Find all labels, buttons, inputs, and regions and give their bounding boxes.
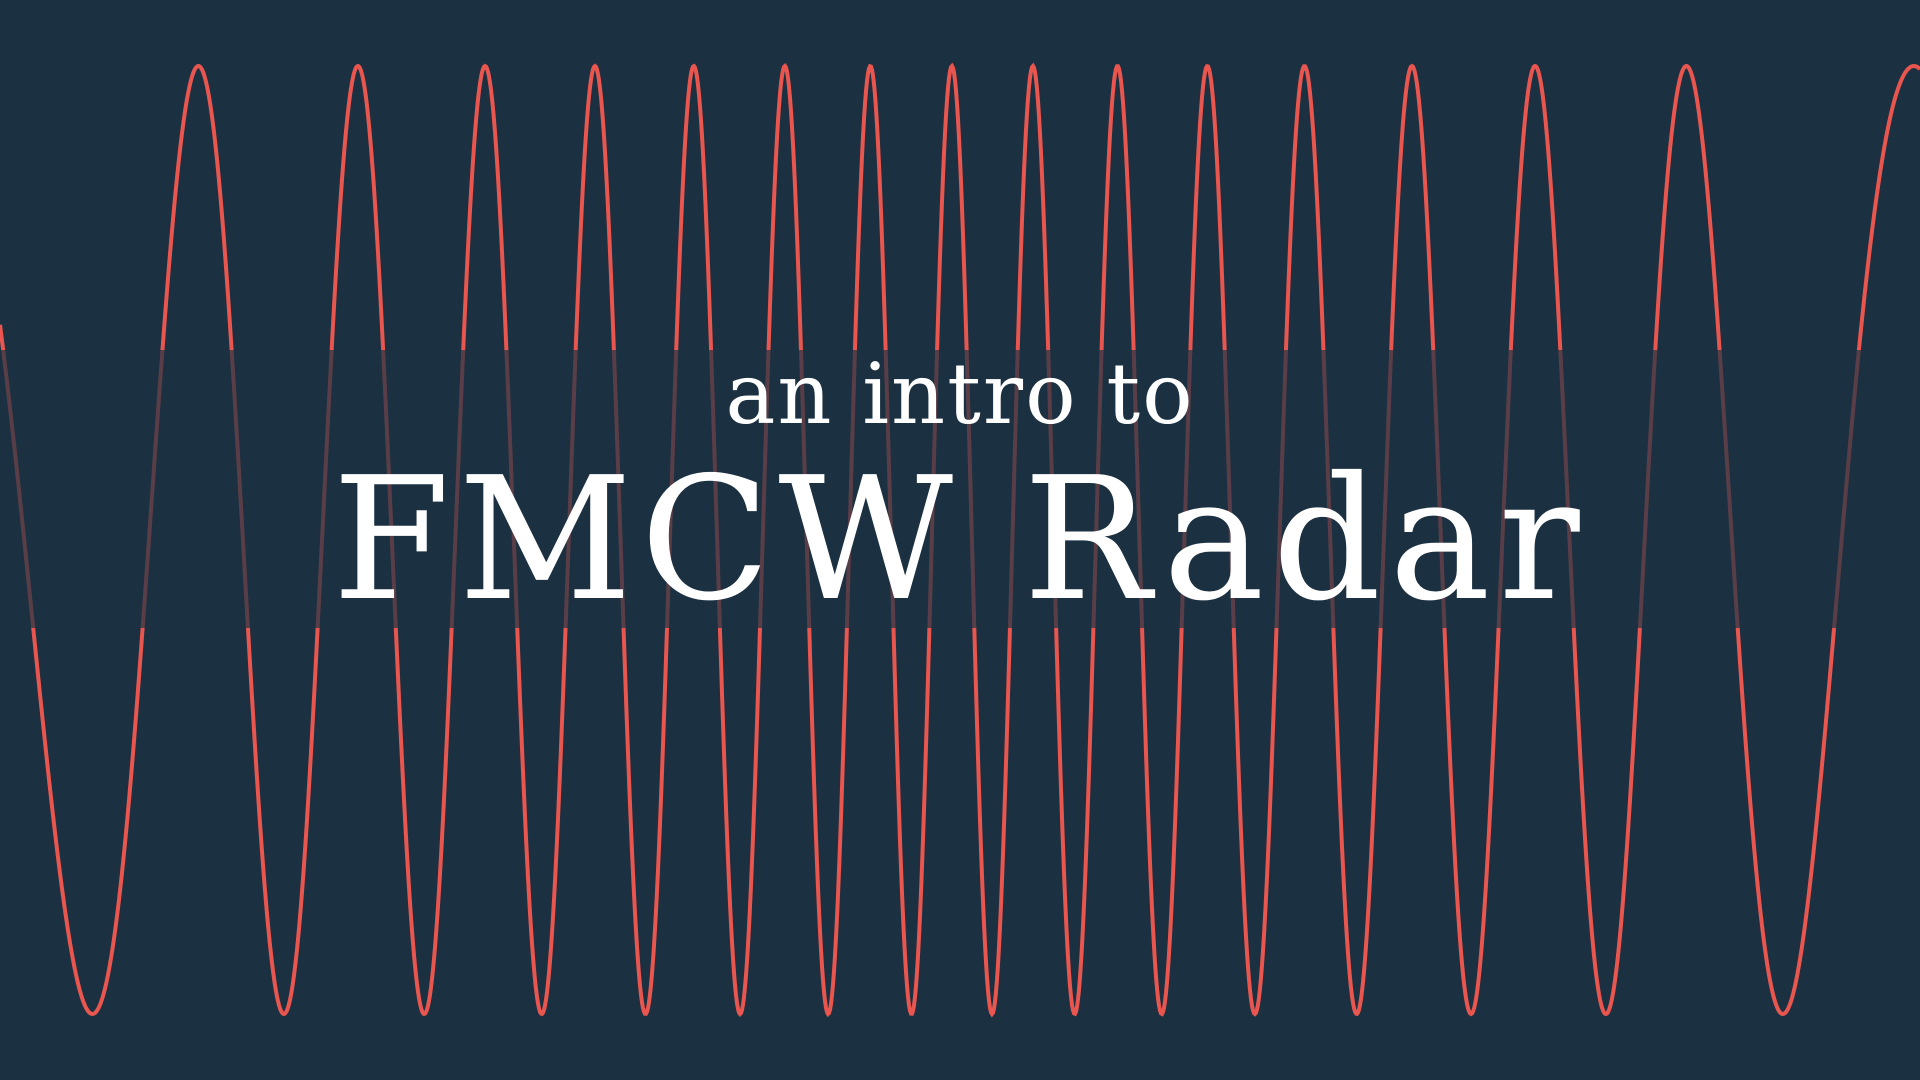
chirp-waveform-dimmed bbox=[1, 350, 1861, 628]
